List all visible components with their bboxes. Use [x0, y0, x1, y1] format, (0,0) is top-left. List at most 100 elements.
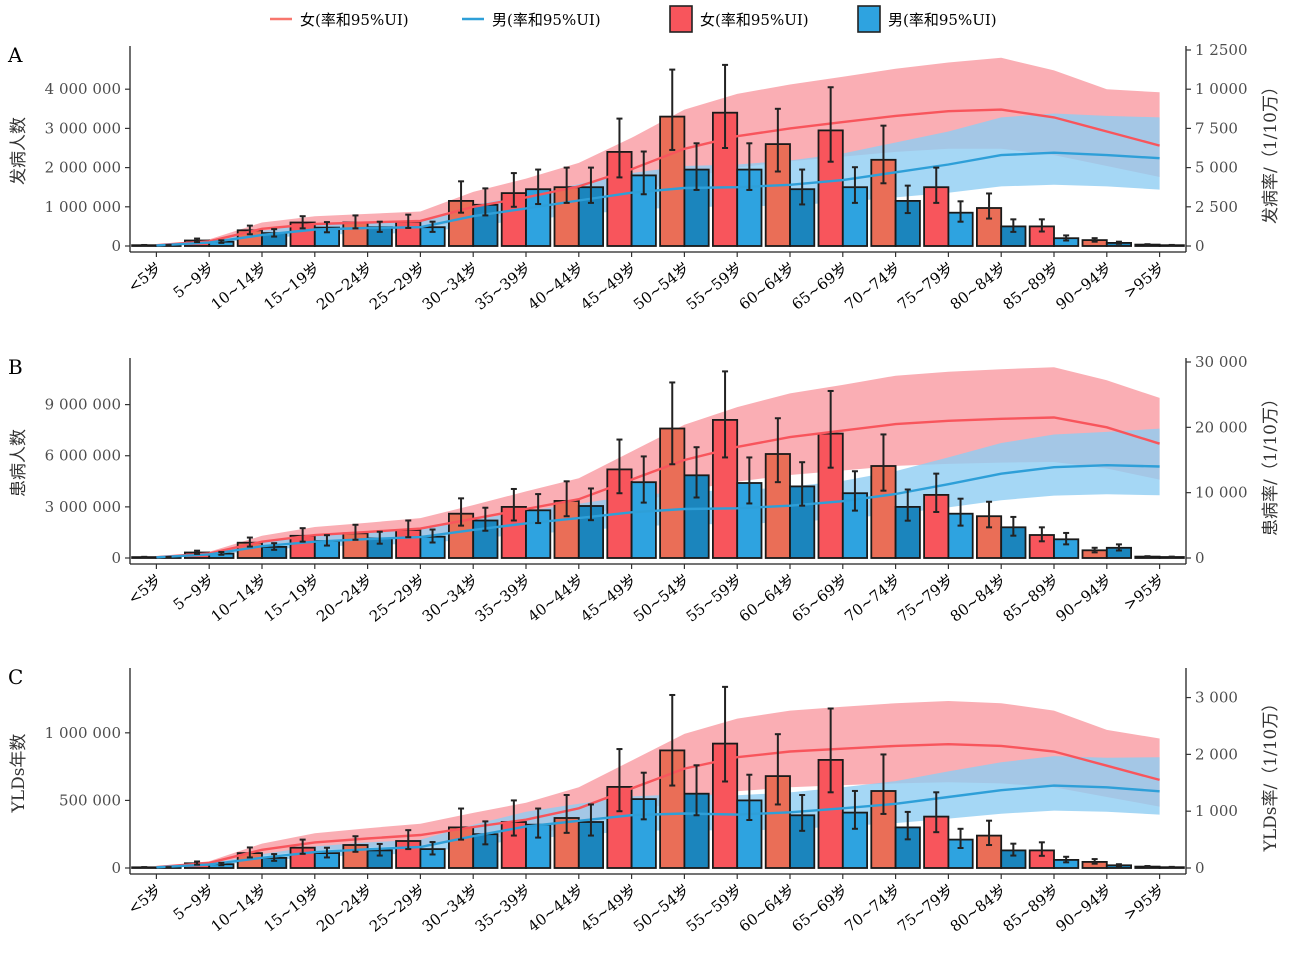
- x-tick-label: <5岁: [125, 881, 165, 918]
- error-bar-female: [1038, 526, 1045, 543]
- y2-axis-title: 患病率/（1/10万）: [1261, 390, 1281, 536]
- y2-tick-label: 20 000: [1195, 418, 1248, 436]
- y2-tick-label: 30 000: [1195, 353, 1248, 371]
- y2-tick-label: 1 2500: [1195, 41, 1248, 59]
- x-tick-label: 60~64岁: [736, 571, 799, 626]
- x-tick-label: 10~14岁: [208, 881, 271, 936]
- x-tick-label: 15~19岁: [260, 881, 323, 936]
- error-bar-male: [587, 487, 594, 522]
- error-bar-female: [1038, 841, 1045, 857]
- legend: 女(率和95%UI) 男(率和95%UI) 女(率和95%UI) 男(率和95%UI): [270, 5, 997, 33]
- x-tick-label: 50~54岁: [630, 881, 693, 936]
- x-tick-label: <5岁: [125, 571, 165, 608]
- error-bar-female: [563, 480, 570, 518]
- x-tick-label: 5~9岁: [170, 881, 218, 924]
- x-tick-label: 90~94岁: [1052, 259, 1115, 314]
- error-bar-female: [458, 180, 465, 214]
- x-tick-label: 30~34岁: [419, 881, 482, 936]
- error-bar-male: [271, 542, 278, 551]
- y-tick-label: 0: [111, 859, 121, 877]
- x-tick-label: 35~39岁: [472, 259, 535, 314]
- rate-band-female: [156, 701, 1160, 868]
- x-tick-label: 65~69岁: [788, 571, 851, 626]
- y-axis-title: 发病人数: [9, 117, 29, 185]
- error-bar-male: [482, 187, 489, 217]
- panel-label: B: [8, 355, 23, 379]
- x-tick-label: 30~34岁: [419, 259, 482, 314]
- x-tick-label: 85~89岁: [1000, 881, 1063, 936]
- error-bar-female: [1091, 858, 1098, 865]
- error-bar-female: [299, 527, 306, 543]
- bar-female: [606, 786, 633, 869]
- x-tick-label: 45~49岁: [577, 571, 640, 626]
- error-bar-female: [1091, 237, 1098, 243]
- x-tick-label: 70~74岁: [841, 259, 904, 314]
- x-tick-label: 25~29岁: [366, 259, 429, 314]
- error-bar-female: [299, 215, 306, 230]
- error-bar-male: [746, 142, 753, 191]
- x-tick-label: 90~94岁: [1052, 571, 1115, 626]
- rate-band-female: [156, 57, 1160, 246]
- error-bar-male: [535, 493, 542, 525]
- legend-label: 女(率和95%UI): [300, 11, 409, 29]
- error-bar-male: [1115, 543, 1122, 552]
- error-bar-male: [587, 166, 594, 204]
- error-bar-female: [194, 549, 201, 555]
- error-bar-male: [1063, 531, 1070, 546]
- x-tick-label: 80~84岁: [947, 259, 1010, 314]
- x-tick-label: 15~19岁: [260, 571, 323, 626]
- x-tick-label: 70~74岁: [841, 881, 904, 936]
- error-bar-male: [851, 789, 858, 830]
- y2-tick-label: 2 500: [1195, 198, 1238, 216]
- x-tick-label: 85~89岁: [1000, 571, 1063, 626]
- x-tick-label: 45~49岁: [577, 881, 640, 936]
- error-bar-male: [429, 528, 436, 544]
- error-bar-male: [1010, 515, 1017, 537]
- error-bar-male: [693, 446, 700, 499]
- error-bar-female: [774, 417, 781, 484]
- rate-line-female: [156, 742, 1160, 869]
- error-bar-female: [986, 192, 993, 220]
- error-bar-female: [141, 555, 148, 559]
- error-bar-female: [616, 117, 623, 179]
- y-tick-label: 3 000 000: [45, 498, 121, 516]
- error-bar-female: [774, 733, 781, 806]
- x-tick-label: 10~14岁: [208, 259, 271, 314]
- error-bar-male: [693, 764, 700, 817]
- error-bar-male: [693, 142, 700, 191]
- error-bar-female: [246, 536, 253, 548]
- x-tick-label: 30~34岁: [419, 571, 482, 626]
- x-tick-label: 55~59岁: [683, 259, 746, 314]
- error-bar-female: [986, 819, 993, 847]
- error-bar-female: [669, 68, 676, 151]
- error-bar-female: [194, 860, 201, 866]
- error-bar-female: [933, 472, 940, 513]
- error-bar-male: [271, 853, 278, 862]
- y2-tick-label: 7 500: [1195, 119, 1238, 137]
- error-bar-female: [616, 438, 623, 495]
- x-tick-label: 40~44岁: [524, 881, 587, 936]
- y-tick-label: 0: [111, 237, 121, 255]
- error-bar-female: [774, 107, 781, 173]
- error-bar-female: [405, 829, 412, 851]
- x-tick-label: 50~54岁: [630, 571, 693, 626]
- y-tick-label: 500 000: [59, 791, 121, 809]
- x-tick-label: <5岁: [125, 259, 165, 296]
- error-bar-male: [640, 455, 647, 504]
- error-bar-male: [957, 200, 964, 223]
- y2-tick-label: 3 000: [1195, 689, 1238, 707]
- error-bar-female: [299, 838, 306, 855]
- y2-axis-title: YLDs率/（1/10万）: [1261, 695, 1281, 853]
- x-tick-label: >95岁: [1120, 571, 1168, 614]
- error-bar-female: [1144, 243, 1151, 247]
- error-bar-male: [799, 794, 806, 832]
- error-bar-male: [218, 239, 225, 244]
- error-bar-female: [827, 707, 834, 794]
- error-bar-female: [352, 523, 359, 541]
- x-tick-label: 75~79岁: [894, 259, 957, 314]
- y-tick-label: 1 000 000: [45, 724, 121, 742]
- error-bar-male: [218, 861, 225, 867]
- y-tick-label: 3 000 000: [45, 119, 121, 137]
- error-bar-female: [563, 794, 570, 834]
